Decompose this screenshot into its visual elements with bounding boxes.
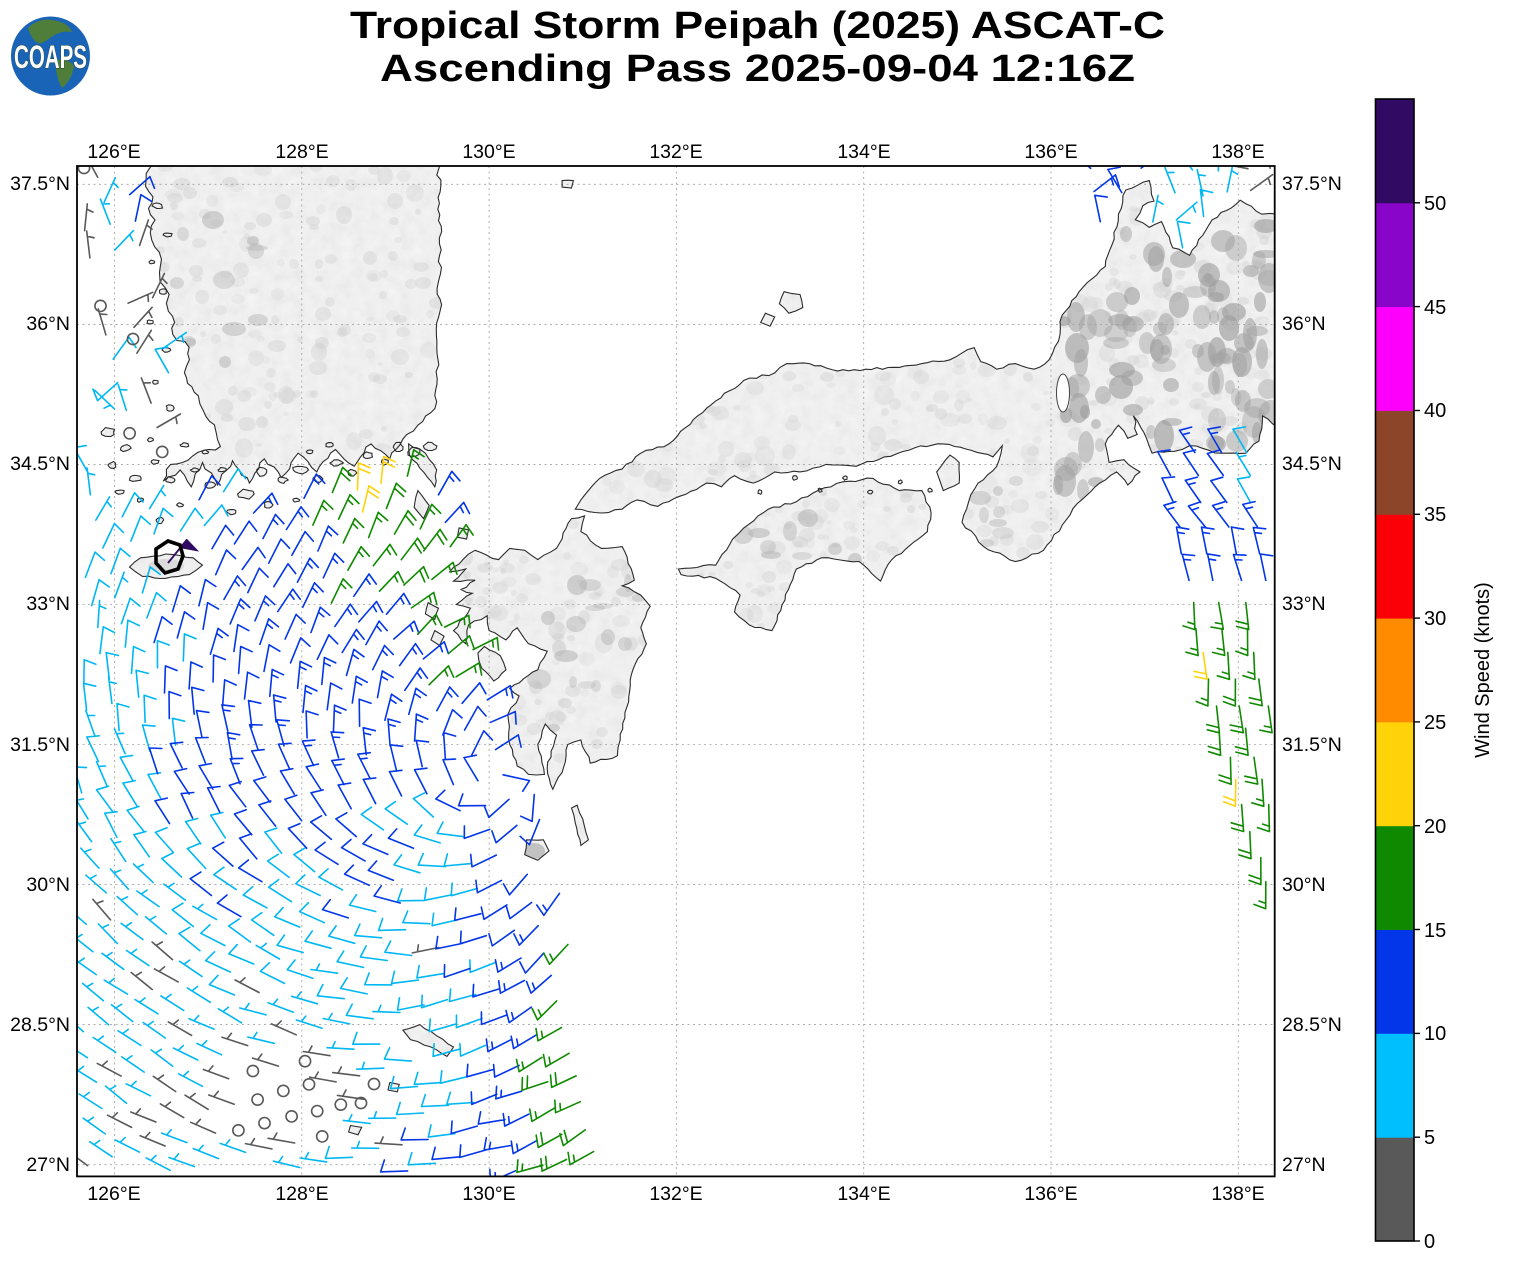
svg-text:33°N: 33°N [1282, 593, 1326, 615]
svg-text:136°E: 136°E [1024, 141, 1077, 163]
svg-text:15: 15 [1424, 920, 1446, 942]
svg-text:34.5°N: 34.5°N [1282, 453, 1342, 475]
svg-text:25: 25 [1424, 712, 1446, 734]
svg-text:27°N: 27°N [1282, 1154, 1326, 1176]
svg-text:Wind Speed (knots): Wind Speed (knots) [1472, 582, 1494, 758]
svg-text:138°E: 138°E [1211, 1183, 1264, 1205]
svg-text:20: 20 [1424, 816, 1446, 838]
svg-text:28.5°N: 28.5°N [1282, 1014, 1342, 1036]
svg-text:5: 5 [1424, 1127, 1435, 1149]
svg-text:126°E: 126°E [87, 141, 140, 163]
svg-text:132°E: 132°E [649, 1183, 702, 1205]
svg-text:37.5°N: 37.5°N [1282, 173, 1342, 195]
svg-text:45: 45 [1424, 297, 1446, 319]
svg-text:30°N: 30°N [26, 874, 70, 896]
svg-text:31.5°N: 31.5°N [10, 734, 70, 756]
svg-text:10: 10 [1424, 1023, 1446, 1045]
svg-text:128°E: 128°E [275, 141, 328, 163]
svg-text:31.5°N: 31.5°N [1282, 734, 1342, 756]
svg-text:30: 30 [1424, 608, 1446, 630]
svg-text:33°N: 33°N [26, 593, 70, 615]
svg-text:132°E: 132°E [649, 141, 702, 163]
svg-text:128°E: 128°E [275, 1183, 328, 1205]
svg-text:37.5°N: 37.5°N [10, 173, 70, 195]
svg-text:Ascending Pass 2025-09-04 12:1: Ascending Pass 2025-09-04 12:16Z [380, 48, 1135, 90]
svg-text:50: 50 [1424, 193, 1446, 215]
svg-text:134°E: 134°E [837, 141, 890, 163]
svg-text:126°E: 126°E [87, 1183, 140, 1205]
svg-text:138°E: 138°E [1211, 141, 1264, 163]
svg-text:36°N: 36°N [1282, 313, 1326, 335]
svg-text:30°N: 30°N [1282, 874, 1326, 896]
svg-text:COAPS: COAPS [14, 39, 87, 75]
svg-text:0: 0 [1424, 1231, 1435, 1253]
svg-text:Tropical Storm Peipah (2025) A: Tropical Storm Peipah (2025) ASCAT-C [350, 5, 1165, 47]
svg-text:36°N: 36°N [26, 313, 70, 335]
svg-text:130°E: 130°E [462, 1183, 515, 1205]
svg-text:130°E: 130°E [462, 141, 515, 163]
svg-text:134°E: 134°E [837, 1183, 890, 1205]
svg-text:136°E: 136°E [1024, 1183, 1077, 1205]
svg-text:35: 35 [1424, 504, 1446, 526]
svg-text:40: 40 [1424, 400, 1446, 422]
svg-text:27°N: 27°N [26, 1154, 70, 1176]
svg-text:28.5°N: 28.5°N [10, 1014, 70, 1036]
svg-text:34.5°N: 34.5°N [10, 453, 70, 475]
